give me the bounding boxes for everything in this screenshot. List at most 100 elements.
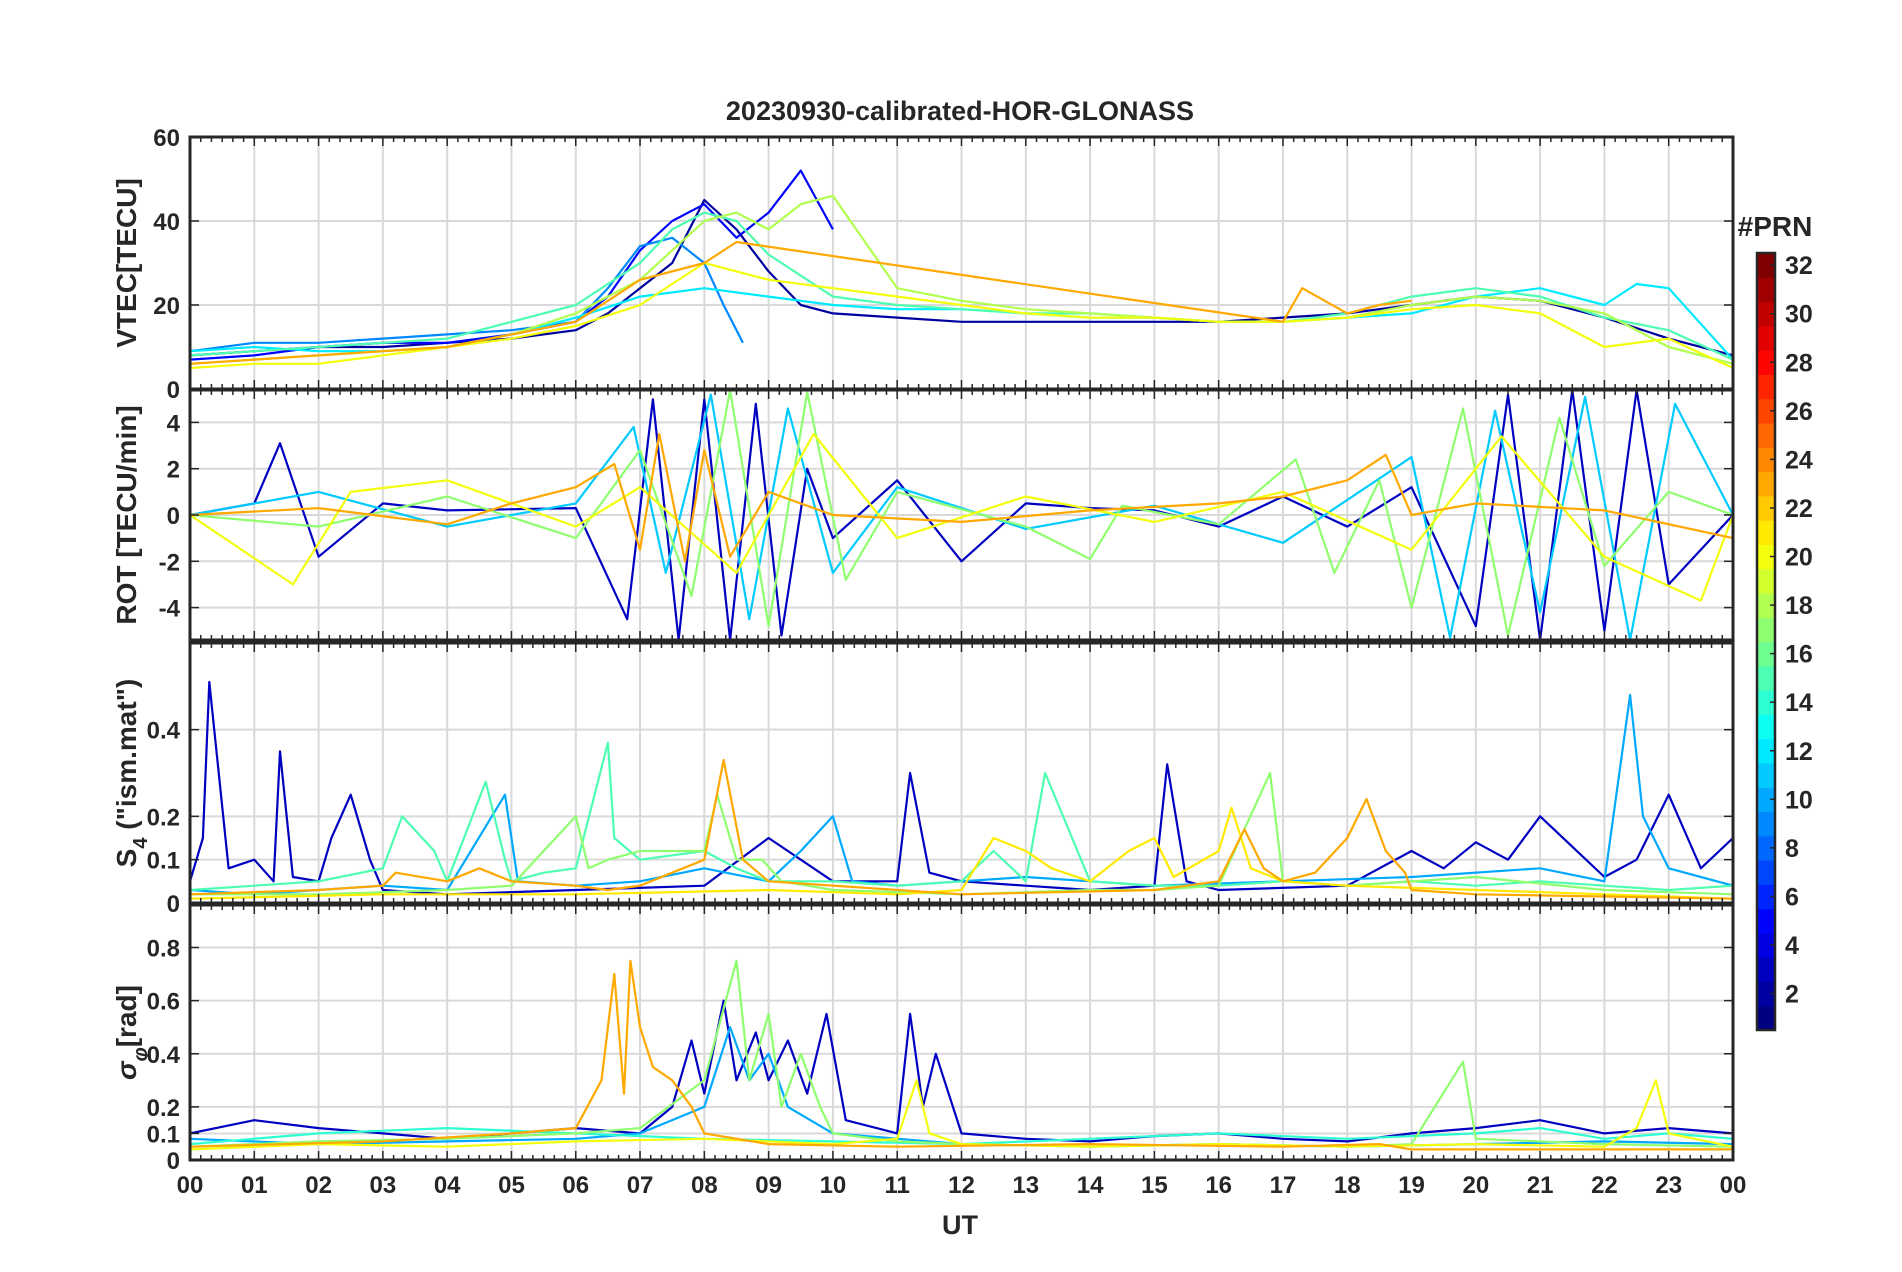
x-tick-label: 01 [241, 1172, 268, 1199]
y-tick-label: 0.2 [147, 1095, 180, 1122]
colorbar-tick-label: 10 [1785, 786, 1813, 814]
colorbar-segment [1757, 908, 1775, 934]
colorbar-tick-label: 14 [1785, 689, 1813, 717]
x-tick-label: 15 [1141, 1172, 1168, 1199]
colorbar-label: #PRN [1738, 211, 1813, 242]
y-tick-label: 60 [153, 125, 180, 152]
y-tick-label: 0 [167, 891, 180, 918]
y-tick-label: 0 [167, 503, 180, 530]
x-tick-label: 03 [370, 1172, 397, 1199]
colorbar-tick-label: 18 [1785, 592, 1813, 620]
series-line-prn-21 [190, 806, 1733, 900]
y-axis-label: VTEC[TECU] [111, 178, 142, 348]
y-axis-label: S4 ("ism.mat") [111, 679, 152, 868]
colorbar-tick-label: 6 [1785, 883, 1799, 911]
y-tick-label: 40 [153, 209, 180, 236]
colorbar-tick-label: 28 [1785, 349, 1813, 377]
y-axis-label-rest: [rad] [111, 985, 142, 1047]
y-tick-label: 4 [167, 410, 181, 437]
colorbar-segment [1757, 665, 1775, 691]
colorbar-segment [1757, 374, 1775, 400]
x-tick-label: 13 [1012, 1172, 1039, 1199]
y-tick-label: 20 [153, 293, 180, 320]
series-line-prn-14 [190, 1127, 1733, 1146]
panel-frame [188, 388, 1735, 642]
series-group [190, 169, 1733, 370]
series-line-prn-10 [190, 693, 1733, 896]
panel-frame [188, 903, 1735, 1162]
colorbar-segment [1757, 495, 1775, 521]
y-axis-label-subscript: 4 [130, 837, 152, 849]
y-tick-label: 0.2 [147, 804, 180, 831]
panel-frame [188, 641, 1735, 905]
colorbar-segment [1757, 568, 1775, 594]
y-tick-label: 0.4 [147, 718, 181, 745]
y-tick-label: 0.6 [147, 989, 180, 1016]
colorbar-tick-label: 32 [1785, 252, 1813, 280]
x-tick-label: 23 [1655, 1172, 1682, 1199]
colorbar-segment [1757, 520, 1775, 545]
y-tick-label: 0.1 [147, 1121, 180, 1148]
colorbar-segment [1757, 617, 1775, 643]
colorbar-frame [1755, 251, 1777, 1032]
colorbar-segment [1757, 641, 1775, 667]
y-axis-label-main: σ [111, 1060, 142, 1080]
y-axis-label-main: S [111, 849, 142, 868]
colorbar-segment [1757, 253, 1775, 278]
colorbar-segment [1757, 277, 1775, 303]
colorbar-segment [1757, 398, 1775, 424]
x-tick-label: 00 [177, 1172, 204, 1199]
series-line-prn-23 [190, 758, 1733, 900]
x-tick-label: 19 [1398, 1172, 1425, 1199]
colorbar-tick-label: 12 [1785, 738, 1813, 766]
series-line-prn-11 [190, 393, 1733, 640]
x-tick-label: 04 [434, 1172, 461, 1199]
colorbar-segment [1757, 884, 1775, 910]
colorbar-segment [1757, 471, 1775, 497]
x-tick-label: 00 [1720, 1172, 1747, 1199]
y-tick-label: 0.1 [147, 848, 180, 875]
colorbar-segment [1757, 592, 1775, 618]
colorbar-segment [1757, 811, 1775, 837]
colorbar-tick-label: 24 [1785, 446, 1813, 474]
colorbar-segment [1757, 714, 1775, 740]
x-tick-label: 18 [1334, 1172, 1361, 1199]
y-axis-label-rest: ("ism.mat") [111, 679, 142, 838]
y-axis-label-subscript: φ [130, 1047, 152, 1061]
x-axis-label: UT [942, 1210, 978, 1240]
x-tick-label: 11 [885, 1172, 910, 1199]
x-tick-label: 08 [691, 1172, 718, 1199]
x-tick-label: 20 [1462, 1172, 1489, 1199]
x-tick-label: 02 [305, 1172, 332, 1199]
y-tick-label: 0 [167, 377, 180, 404]
series-line-prn-3 [190, 680, 1733, 896]
x-tick-label: 12 [948, 1172, 975, 1199]
y-tick-label: 0 [167, 1148, 180, 1175]
series-group [190, 959, 1733, 1151]
series-line-prn-15 [190, 211, 1733, 361]
colorbar-tick-label: 20 [1785, 544, 1813, 572]
panel-4: 00.10.2 0.4 0.6 0.8 σφ[rad] 00 01 02 03 04 05 06 07 0… [111, 903, 1747, 1199]
colorbar-segment [1757, 738, 1775, 764]
x-tick-label: 05 [498, 1172, 525, 1199]
colorbar-segment [1757, 325, 1775, 351]
colorbar-segment [1757, 957, 1775, 983]
series-group [190, 680, 1733, 900]
x-tick-label: 07 [627, 1172, 654, 1199]
x-tick-label: 09 [755, 1172, 782, 1199]
x-tick-label: 17 [1270, 1172, 1297, 1199]
series-line-prn-23 [190, 959, 1733, 1151]
y-tick-label: 2 [167, 457, 180, 484]
colorbar-segment [1757, 932, 1775, 958]
colorbar-segment [1757, 447, 1775, 473]
colorbar-tick-label: 30 [1785, 301, 1813, 329]
colorbar-tick-label: 4 [1785, 932, 1799, 960]
colorbar-segment [1757, 350, 1775, 376]
x-tick-label: 14 [1077, 1172, 1104, 1199]
y-axis-label: ROT [TECU/min] [111, 405, 142, 624]
series-line-prn-23 [190, 432, 1733, 563]
panel-2: -4 -2 0 2 4 ROT [TECU/min] [111, 388, 1735, 642]
